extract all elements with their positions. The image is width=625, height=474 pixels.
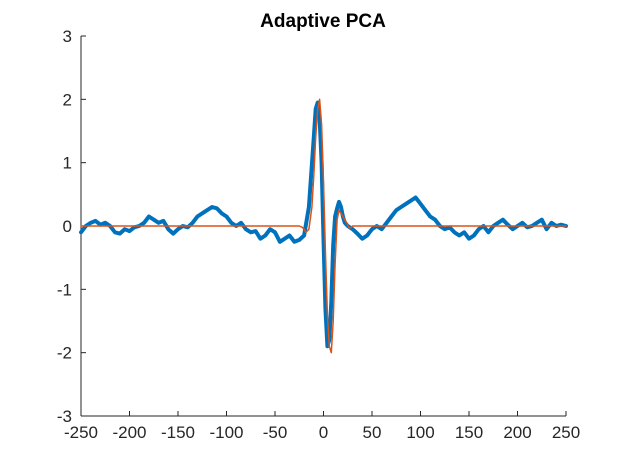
x-tick-label: 50 — [363, 423, 382, 442]
x-tick-label: 200 — [503, 423, 531, 442]
x-tick-label: -150 — [161, 423, 195, 442]
x-tick-label: 250 — [552, 423, 580, 442]
x-tick-label: 100 — [406, 423, 434, 442]
x-tick-label: -200 — [112, 423, 146, 442]
x-tick-label: 150 — [455, 423, 483, 442]
series-line-1 — [80, 98, 567, 354]
chart-title: Adaptive PCA — [260, 11, 386, 32]
series-layer — [79, 98, 568, 354]
ticks-layer: -250 -200 -150 -100 -50 0 50 100 150 200 250 3 2 1 0 -1… — [57, 27, 580, 442]
y-tick-label: 3 — [63, 27, 72, 46]
x-tick-label: -50 — [263, 423, 288, 442]
y-tick-label: 2 — [63, 90, 72, 109]
x-tick-label: 0 — [319, 423, 328, 442]
x-tick-label: -100 — [209, 423, 243, 442]
x-tick-label: -250 — [64, 423, 98, 442]
y-tick-label: -2 — [57, 344, 72, 363]
y-tick-label: 1 — [63, 154, 72, 173]
series-line-0 — [79, 100, 568, 349]
y-tick-label: 0 — [63, 217, 72, 236]
y-tick-label: -1 — [57, 280, 72, 299]
y-tick-label: -3 — [57, 407, 72, 426]
